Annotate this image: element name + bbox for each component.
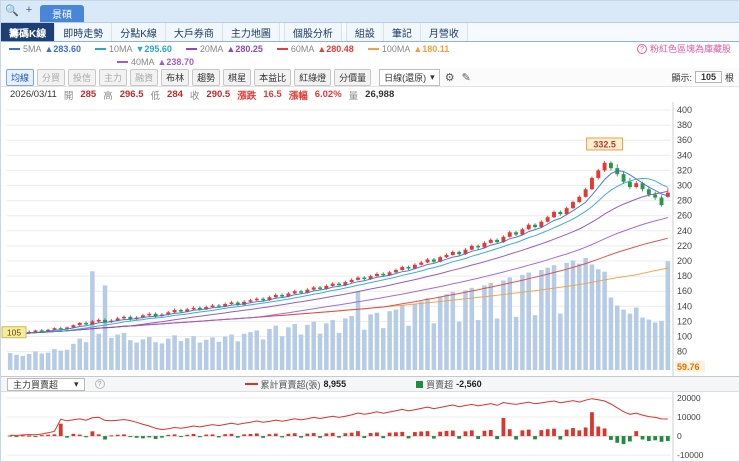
search-icon[interactable]: 🔍 bbox=[5, 4, 19, 17]
svg-text:100: 100 bbox=[677, 332, 692, 342]
svg-text:59.76: 59.76 bbox=[677, 362, 700, 372]
titlebar-icons: 🔍 + bbox=[5, 1, 36, 22]
ma10-line-sample bbox=[94, 47, 106, 50]
tab-major-brokers[interactable]: 大戶券商 bbox=[165, 23, 223, 41]
volume-value: 26,988 bbox=[365, 89, 395, 100]
ma-legend-row-1: 5MA ▲283.60 10MA ▼295.60 20MA ▲280.25 60MA ▲… bbox=[1, 42, 739, 55]
ma20-legend: 20MA ▲280.25 bbox=[185, 44, 263, 54]
svg-text:280: 280 bbox=[677, 196, 692, 206]
svg-text:400: 400 bbox=[677, 105, 692, 115]
svg-text:220: 220 bbox=[677, 241, 692, 251]
toolbar-button-2[interactable]: 投信 bbox=[68, 68, 97, 86]
ma100-legend: 100MA ▲180.11 bbox=[367, 44, 449, 54]
ma60-legend: 60MA ▲280.48 bbox=[276, 44, 354, 54]
svg-text:20000: 20000 bbox=[677, 393, 701, 403]
tab-stock-analysis[interactable]: 個股分析 bbox=[283, 23, 342, 41]
cumulative-value: 8,955 bbox=[323, 379, 347, 389]
svg-text:80: 80 bbox=[677, 347, 687, 357]
tab-bar: 籌碼K線 即時走勢 分點K線 大戶券商 主力地圖 個股分析 組設 筆記 月營收 bbox=[1, 23, 739, 42]
svg-text:180: 180 bbox=[677, 271, 692, 281]
open-value: 285 bbox=[80, 89, 97, 100]
ma-legend: 5MA ▲283.60 10MA ▼295.60 20MA ▲280.25 60MA ▲… bbox=[1, 42, 739, 68]
tab-realtime[interactable]: 即時走勢 bbox=[55, 23, 113, 41]
tab-monthly-revenue[interactable]: 月營收 bbox=[420, 23, 468, 41]
netbuy-sub-chart[interactable]: 20000 10000 0 -10000 bbox=[1, 392, 740, 462]
ma100-line-sample bbox=[367, 47, 379, 50]
toolbar-ma-button[interactable]: 均線 bbox=[6, 68, 35, 86]
quote-date: 2026/03/11 bbox=[10, 89, 57, 100]
ma-legend-row-2: 40MA ▲238.70 bbox=[1, 55, 739, 68]
svg-text:140: 140 bbox=[677, 301, 692, 311]
svg-text:260: 260 bbox=[677, 211, 692, 221]
svg-text:340: 340 bbox=[677, 150, 692, 160]
toolbar-button-3[interactable]: 主力 bbox=[99, 68, 128, 86]
toolbar-pe-button[interactable]: 本益比 bbox=[254, 68, 292, 86]
display-bars-input[interactable]: 105 bbox=[694, 71, 722, 83]
window-title-tab[interactable]: 景碩 bbox=[40, 5, 84, 22]
ma10-legend: 10MA ▼295.60 bbox=[94, 44, 172, 54]
cumulative-legend: 累計買賣超(張) 8,955 bbox=[244, 378, 347, 391]
toolbar-button-7[interactable]: 棋星 bbox=[223, 68, 252, 86]
cumulative-line-sample bbox=[244, 383, 258, 385]
toolbar-button-1[interactable]: 分買 bbox=[37, 68, 66, 86]
tab-group-settings[interactable]: 組設 bbox=[345, 23, 384, 41]
svg-text:332.5: 332.5 bbox=[593, 139, 616, 149]
gear-icon[interactable]: ⚙ bbox=[444, 71, 455, 84]
ma60-line-sample bbox=[276, 47, 288, 50]
tab-notes[interactable]: 筆記 bbox=[383, 23, 421, 41]
chart-toolbar: 均線 分買 投信 主力 融資 布林 趨勢 棋星 本益比 紅綠燈 分價量 日線(還… bbox=[1, 68, 739, 87]
svg-text:160: 160 bbox=[677, 286, 692, 296]
sub-panel-header: 主力買賣超 ▾ ? 累計買賣超(張) 8,955 買賣超 -2,560 bbox=[1, 376, 739, 392]
ma5-legend: 5MA ▲283.60 bbox=[9, 44, 81, 54]
high-value: 296.5 bbox=[119, 89, 144, 100]
tab-major-map[interactable]: 主力地圖 bbox=[222, 23, 280, 41]
help-icon[interactable]: ? bbox=[636, 43, 647, 54]
indicator-select[interactable]: 主力買賣超 ▾ bbox=[7, 377, 85, 391]
svg-text:-10000: -10000 bbox=[677, 450, 704, 460]
tab-branch-kline[interactable]: 分點K線 bbox=[112, 23, 166, 41]
svg-text:10000: 10000 bbox=[677, 412, 701, 422]
ma20-line-sample bbox=[185, 47, 197, 50]
svg-text:300: 300 bbox=[677, 181, 692, 191]
low-value: 284 bbox=[167, 89, 183, 100]
period-select[interactable]: 日線(還原) ▾ bbox=[379, 68, 440, 86]
help-icon[interactable]: ? bbox=[94, 379, 105, 389]
pencil-icon[interactable]: ✎ bbox=[461, 71, 471, 84]
add-tab-icon[interactable]: + bbox=[25, 4, 33, 16]
ohlc-info-row: 2026/03/11 開 285 高 296.5 低 284 收 290.5 漲跌 16.… bbox=[1, 87, 739, 102]
ma5-line-sample bbox=[9, 47, 20, 50]
main-kline-chart[interactable]: 400 380 360 340 320 300 280 260 240 220 200 180 160 1… bbox=[1, 102, 740, 376]
change-value: 16.5 bbox=[263, 89, 282, 100]
svg-text:105: 105 bbox=[7, 328, 21, 338]
svg-text:320: 320 bbox=[677, 165, 692, 175]
toolbar-volume-profile-button[interactable]: 分價量 bbox=[334, 68, 372, 86]
netbuy-legend: 買賣超 -2,560 bbox=[416, 378, 482, 391]
toolbar-signal-button[interactable]: 紅綠燈 bbox=[294, 68, 332, 86]
close-value: 290.5 bbox=[206, 89, 231, 100]
svg-text:120: 120 bbox=[677, 316, 692, 326]
treasury-stock-note: ? 粉紅色區塊為庫藏股 bbox=[636, 42, 731, 55]
titlebar: 🔍 + 景碩 bbox=[1, 1, 739, 23]
ma40-line-sample bbox=[117, 60, 128, 63]
svg-text:0: 0 bbox=[677, 431, 682, 441]
change-pct-value: 6.02% bbox=[314, 89, 342, 100]
ma40-legend: 40MA ▲238.70 bbox=[117, 57, 194, 67]
display-bars-control: 顯示: 105 根 bbox=[671, 71, 734, 83]
netbuy-bar-sample bbox=[416, 380, 424, 388]
svg-text:380: 380 bbox=[677, 120, 692, 130]
toolbar-button-4[interactable]: 融資 bbox=[130, 68, 159, 86]
tab-chips-kline[interactable]: 籌碼K線 bbox=[1, 23, 56, 41]
toolbar-trend-button[interactable]: 趨勢 bbox=[192, 68, 221, 86]
toolbar-bollinger-button[interactable]: 布林 bbox=[161, 68, 190, 86]
netbuy-value: -2,560 bbox=[456, 379, 482, 389]
chevron-down-icon: ▾ bbox=[430, 71, 435, 82]
svg-text:240: 240 bbox=[677, 226, 692, 236]
chevron-down-icon: ▾ bbox=[74, 378, 79, 389]
svg-text:360: 360 bbox=[677, 135, 692, 145]
svg-text:200: 200 bbox=[677, 256, 692, 266]
